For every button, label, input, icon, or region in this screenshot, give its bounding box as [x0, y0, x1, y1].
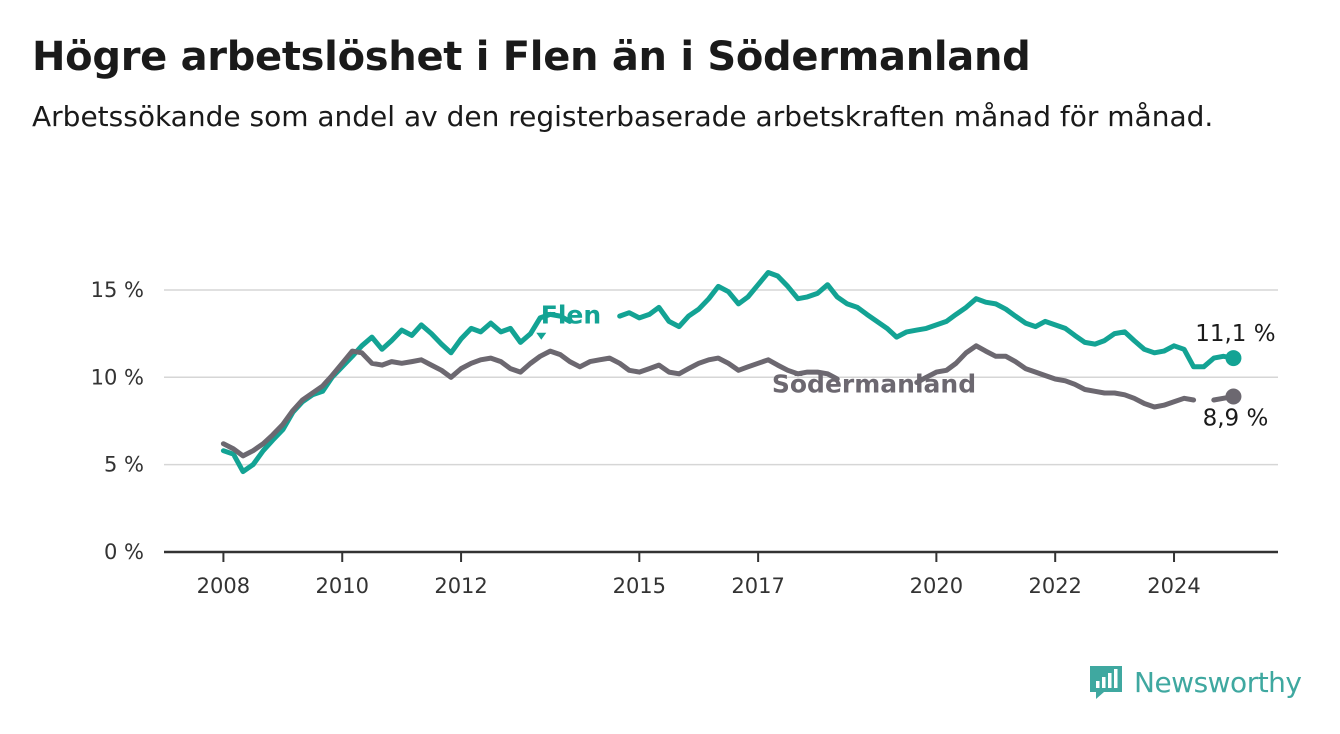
series-label-sodermanland: Södermanland [772, 369, 976, 398]
x-tick-label: 2017 [731, 574, 784, 598]
series-end-point [1225, 350, 1242, 367]
series-line-flen [220, 270, 1236, 475]
x-tick-label: 2022 [1028, 574, 1081, 598]
x-tick-label: 2015 [613, 574, 666, 598]
newsworthy-chart-icon [1090, 666, 1122, 699]
end-value-label: 8,9 % [1203, 406, 1269, 432]
x-tick-label: 2024 [1147, 574, 1200, 598]
x-tick-label: 2010 [316, 574, 369, 598]
y-tick-label: 5 % [104, 453, 144, 477]
x-axis: 2008 2010 2012 2015 2017 2020 2022 2024 [164, 550, 1278, 598]
x-tick-label: 2012 [434, 574, 487, 598]
y-tick-label: 15 % [91, 278, 144, 302]
x-tick-label: 2008 [197, 574, 250, 598]
series-end-point [1225, 388, 1242, 405]
x-tick-label: 2020 [910, 574, 963, 598]
y-tick-label: 10 % [91, 365, 144, 389]
newsworthy-logo: Newsworthy [1088, 660, 1302, 704]
series-line-södermanland [220, 343, 1236, 459]
flen-label-pointer [536, 332, 547, 340]
series-label-flen: Flen [541, 300, 601, 329]
chart-subtitle: Arbetssökande som andel av den registerb… [32, 100, 1214, 133]
series-labels: 11,1 % 8,9 % Flen Södermanland [536, 300, 1276, 432]
series-lines [220, 270, 1242, 475]
y-tick-label: 0 % [104, 540, 144, 564]
brand-name: Newsworthy [1134, 665, 1302, 699]
end-value-label: 11,1 % [1195, 321, 1275, 347]
chart-title: Högre arbetslöshet i Flen än i Södermanl… [32, 34, 1031, 80]
